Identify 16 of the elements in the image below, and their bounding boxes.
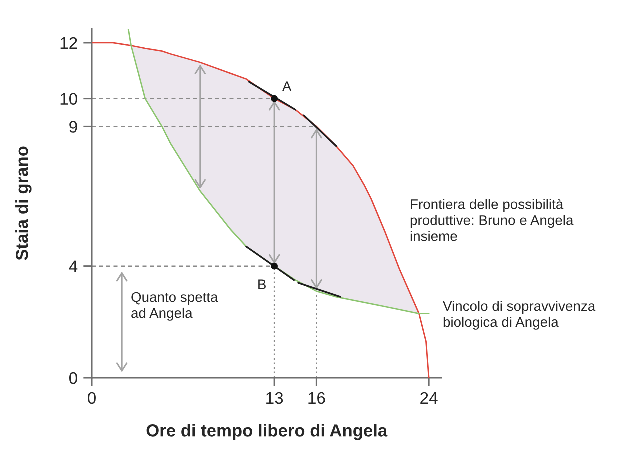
- x-tick-label: 0: [88, 392, 96, 404]
- annotation: A: [282, 82, 292, 92]
- y-axis-title: Staia di grano: [16, 146, 32, 260]
- x-tick-label: 16: [308, 392, 326, 404]
- annotation: B: [258, 280, 266, 290]
- x-axis-title: Ore di tempo libero di Angela: [146, 424, 388, 440]
- y-tick-label: 10: [60, 93, 78, 106]
- series-label: Vincolo di sopravvivenza biologica di Angela: [443, 301, 596, 330]
- series-label: Frontiera delle possibilità produttive: Bruno e Angela insieme: [410, 199, 574, 242]
- y-tick-label: 9: [70, 121, 78, 133]
- x-tick-label: 24: [420, 392, 438, 404]
- x-tick-label: 13: [266, 392, 284, 404]
- y-tick-label: 0: [69, 372, 78, 384]
- annotation: Quanto spetta ad Angela: [132, 292, 218, 321]
- y-tick-label: 4: [69, 260, 78, 272]
- y-tick-label: 12: [60, 37, 78, 49]
